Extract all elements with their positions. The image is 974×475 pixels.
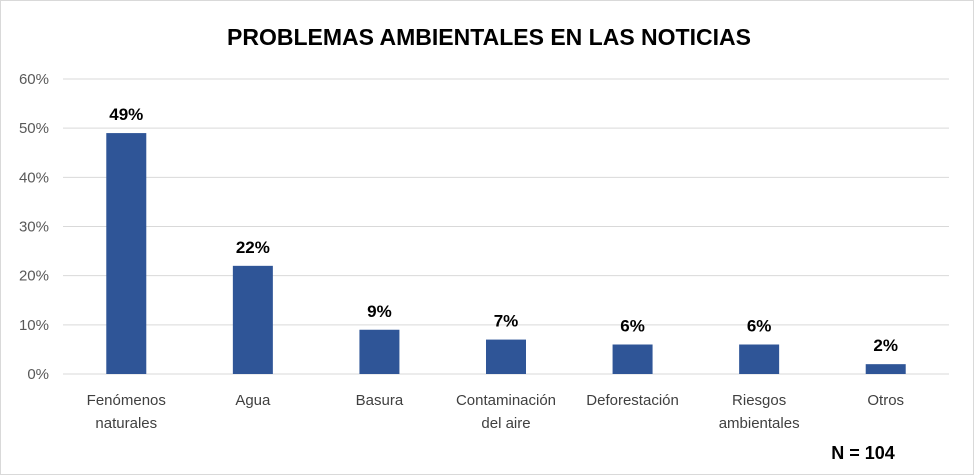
x-category-label: Deforestación [586, 392, 679, 409]
x-category-label: del aire [481, 415, 530, 432]
y-tick-label: 40% [19, 169, 49, 186]
x-category-label: naturales [95, 415, 157, 432]
sample-size-note: N = 104 [831, 443, 895, 463]
data-label: 2% [873, 336, 898, 355]
chart-title: PROBLEMAS AMBIENTALES EN LAS NOTICIAS [227, 24, 751, 50]
y-tick-label: 20% [19, 268, 49, 285]
x-category-label: Contaminación [456, 392, 556, 409]
y-tick-label: 10% [19, 317, 49, 334]
data-label: 22% [236, 238, 270, 257]
x-category-label: Fenómenos [87, 392, 166, 409]
bar [612, 344, 653, 374]
data-label: 6% [620, 317, 645, 336]
x-category-label: Otros [867, 392, 904, 409]
x-category-label: Basura [356, 392, 404, 409]
y-tick-label: 30% [19, 219, 49, 236]
data-label: 6% [747, 317, 772, 336]
bar [739, 344, 780, 374]
x-category-label: ambientales [719, 415, 800, 432]
bar [359, 329, 400, 374]
bar [486, 339, 526, 374]
bar [865, 364, 906, 374]
y-tick-label: 0% [27, 366, 49, 383]
x-category-label: Agua [235, 392, 271, 409]
bar [106, 133, 147, 374]
bar [232, 265, 273, 374]
y-tick-label: 50% [19, 120, 49, 137]
y-tick-label: 60% [19, 71, 49, 88]
data-label: 9% [367, 302, 392, 321]
data-label: 7% [494, 312, 519, 331]
data-label: 49% [109, 105, 143, 124]
x-category-label: Riesgos [732, 392, 786, 409]
